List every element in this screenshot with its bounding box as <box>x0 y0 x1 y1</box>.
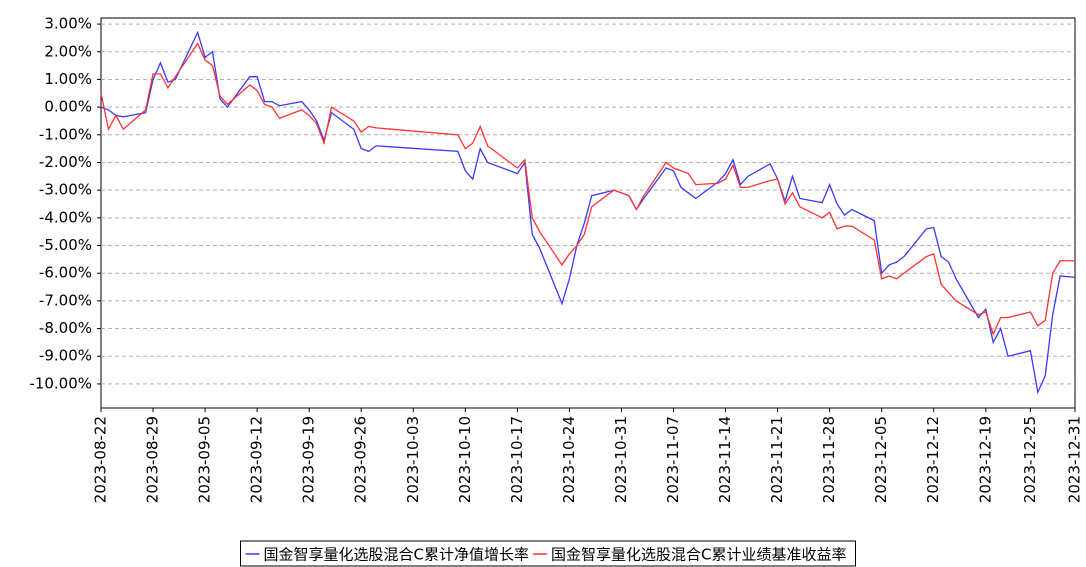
x-tick-label: 2023-10-03 <box>404 416 422 503</box>
y-tick-label: -4.00% <box>39 208 92 226</box>
legend-label: 国金智享量化选股混合C累计业绩基准收益率 <box>551 546 846 564</box>
x-tick-label: 2023-09-19 <box>300 416 318 503</box>
x-tick-label: 2023-10-24 <box>560 416 578 503</box>
y-tick-label: 1.00% <box>44 70 92 88</box>
y-tick-label: -10.00% <box>29 374 92 392</box>
y-tick-label: 0.00% <box>44 98 92 116</box>
x-tick-label: 2023-11-21 <box>768 416 786 503</box>
series-line <box>100 30 1076 395</box>
x-tick-label: 2023-11-07 <box>664 416 682 503</box>
x-tick-label: 2023-10-31 <box>612 416 630 503</box>
x-tick-label: 2023-09-12 <box>248 416 266 503</box>
y-tick-label: -2.00% <box>39 153 92 171</box>
x-tick-label: 2023-08-22 <box>92 416 110 503</box>
legend-box <box>240 540 856 567</box>
y-tick-label: -8.00% <box>39 319 92 337</box>
y-tick-label: -5.00% <box>39 236 92 254</box>
y-tick-label: -9.00% <box>39 347 92 365</box>
x-tick-label: 2023-09-05 <box>196 416 214 503</box>
y-tick-label: -3.00% <box>39 181 92 199</box>
x-tick-label: 2023-12-05 <box>872 416 890 503</box>
x-tick-label: 2023-08-29 <box>144 416 162 503</box>
y-tick-label: -7.00% <box>39 291 92 309</box>
x-tick-label: 2023-12-25 <box>1021 416 1039 503</box>
x-tick-label: 2023-09-26 <box>352 416 370 503</box>
x-tick-label: 2023-11-14 <box>716 416 734 503</box>
y-tick-label: -6.00% <box>39 264 92 282</box>
y-tick-label: 3.00% <box>44 15 92 33</box>
x-tick-label: 2023-11-28 <box>820 416 838 503</box>
legend-label: 国金智享量化选股混合C累计净值增长率 <box>264 546 529 564</box>
x-tick-label: 2023-12-12 <box>924 416 942 503</box>
x-tick-label: 2023-12-19 <box>976 416 994 503</box>
x-tick-label: 2023-10-10 <box>456 416 474 503</box>
legend: 国金智享量化选股混合C累计净值增长率 国金智享量化选股混合C累计业绩基准收益率 <box>240 540 856 567</box>
series-line <box>100 42 1075 336</box>
y-tick-label: 2.00% <box>44 42 92 60</box>
x-tick-label: 2023-12-31 <box>1066 416 1084 503</box>
plot-frame <box>100 17 1076 409</box>
y-tick-label: -1.00% <box>39 125 92 143</box>
x-tick-label: 2023-10-17 <box>508 416 526 503</box>
